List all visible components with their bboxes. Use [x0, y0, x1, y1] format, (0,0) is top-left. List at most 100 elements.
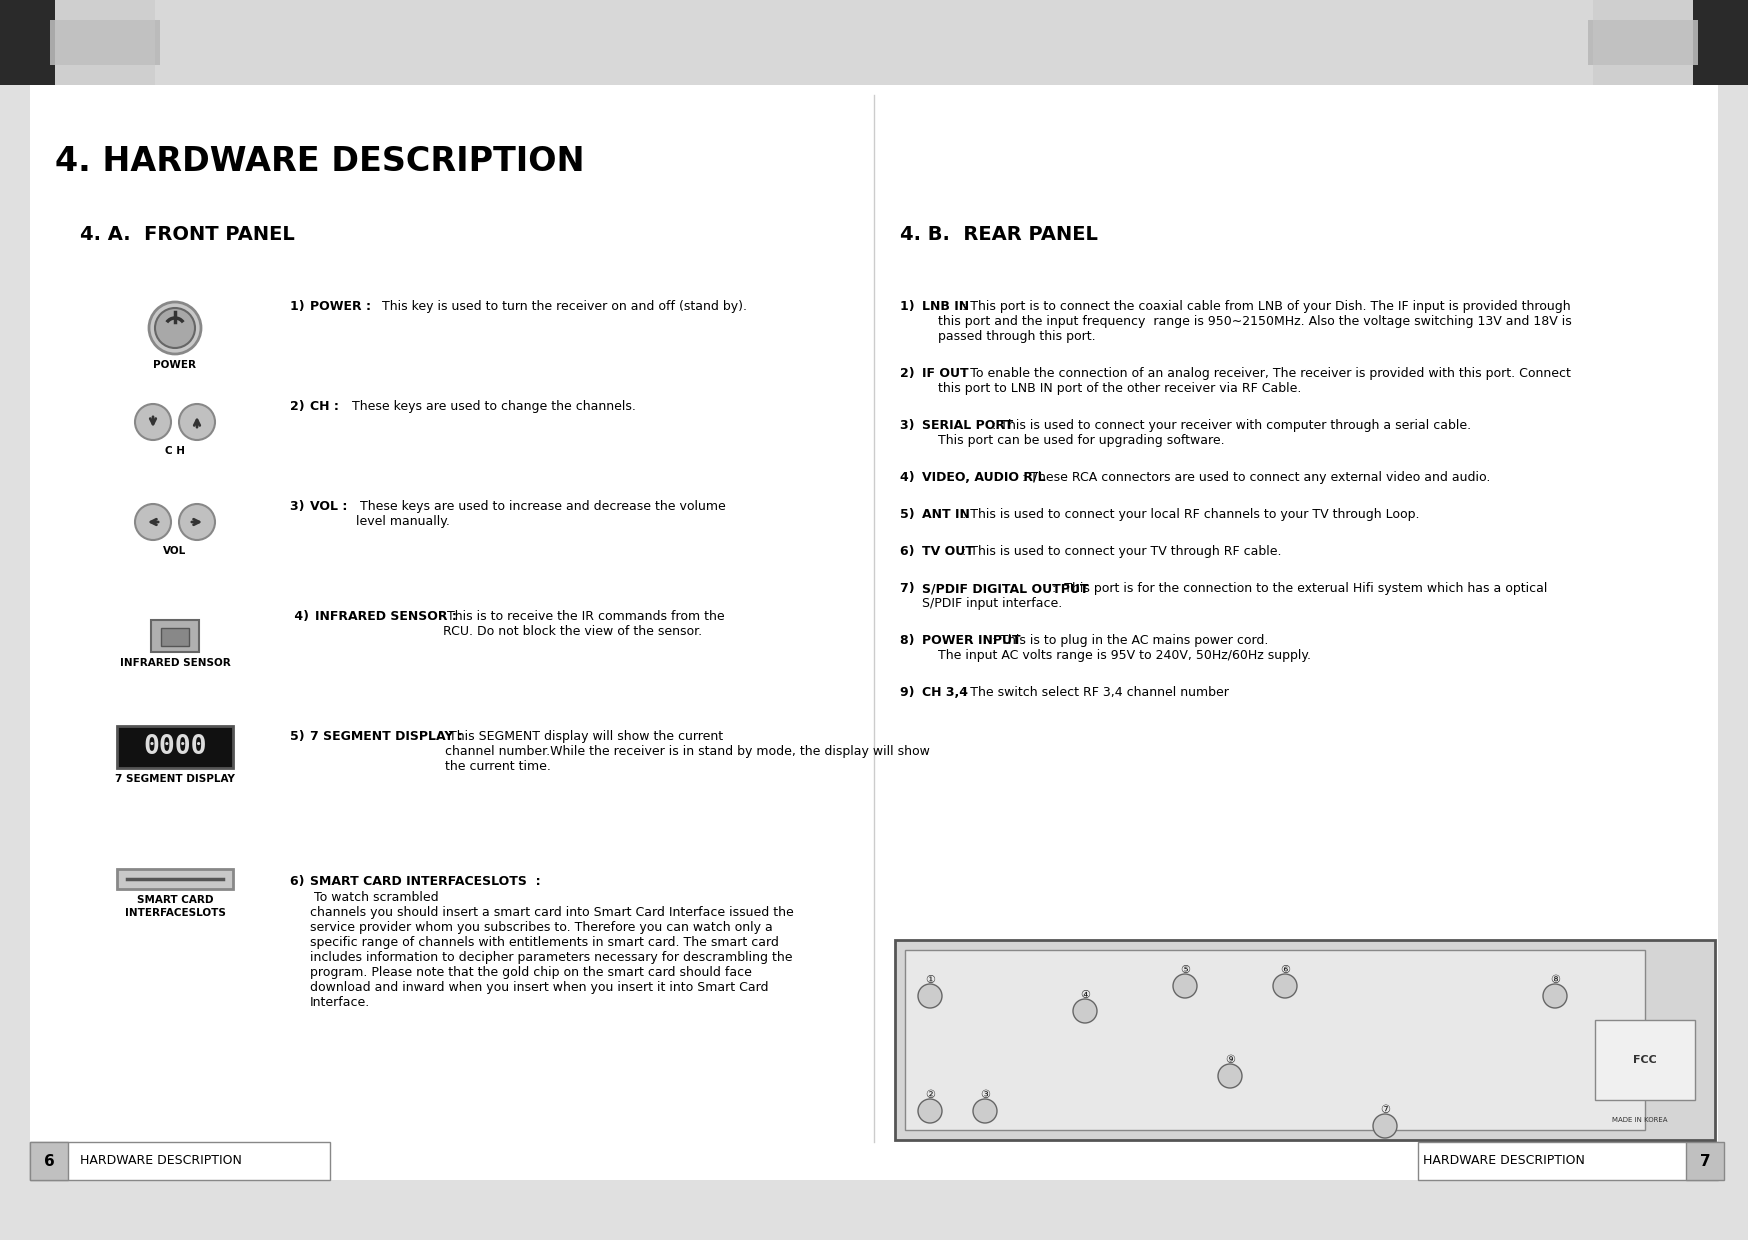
Text: HARDWARE DESCRIPTION: HARDWARE DESCRIPTION [1423, 1154, 1585, 1168]
Bar [1694, 0, 1748, 86]
Text: CH :: CH : [309, 401, 339, 413]
Text: This is to receive the IR commands from the
RCU. Do not block the view of the se: This is to receive the IR commands from … [442, 610, 725, 639]
Text: this port and the input frequency  range is 950∼2150MHz. Also the voltage switch: this port and the input frequency range … [921, 315, 1571, 329]
Text: 4): 4) [900, 471, 919, 484]
Circle shape [1273, 973, 1297, 998]
Bar [30, 86, 1718, 1180]
Text: 2): 2) [900, 367, 919, 379]
Bar [150, 620, 199, 652]
Text: CH 3,4: CH 3,4 [921, 686, 968, 699]
Text: 5): 5) [290, 730, 309, 743]
Text: TV OUT: TV OUT [921, 546, 974, 558]
Text: : This is to plug in the AC mains power cord.: : This is to plug in the AC mains power … [988, 634, 1269, 647]
Text: IF OUT: IF OUT [921, 367, 968, 379]
Bar [1418, 1142, 1718, 1180]
Text: FCC: FCC [1633, 1055, 1657, 1065]
Text: : To enable the connection of an analog receiver, The receiver is provided with : : To enable the connection of an analog … [958, 367, 1571, 379]
Circle shape [974, 1099, 996, 1123]
Text: :  This port is for the connection to the exterual Hifi system which has a optic: : This port is for the connection to the… [1049, 582, 1547, 595]
Text: 5): 5) [900, 508, 919, 521]
Text: SERIAL PORT: SERIAL PORT [921, 419, 1014, 432]
Text: 4): 4) [290, 610, 313, 622]
Text: 7 SEGMENT DISPLAY: 7 SEGMENT DISPLAY [115, 774, 234, 784]
Text: 9): 9) [900, 686, 919, 699]
Bar [0, 0, 54, 86]
Text: ②: ② [925, 1090, 935, 1100]
Bar [51, 20, 161, 64]
Text: VIDEO, AUDIO R/L: VIDEO, AUDIO R/L [921, 471, 1045, 484]
Text: ④: ④ [1080, 990, 1091, 999]
Text: SMART CARD INTERFACESLOTS  :: SMART CARD INTERFACESLOTS : [309, 875, 540, 888]
Text: The input AC volts range is 95V to 240V, 50Hz/60Hz supply.: The input AC volts range is 95V to 240V,… [921, 649, 1311, 662]
Text: 8): 8) [900, 634, 919, 647]
Text: passed through this port.: passed through this port. [921, 330, 1096, 343]
Text: POWER: POWER [154, 360, 196, 370]
Circle shape [1218, 1064, 1243, 1087]
Text: This port can be used for upgrading software.: This port can be used for upgrading soft… [921, 434, 1225, 446]
Text: 6: 6 [44, 1153, 54, 1168]
Circle shape [918, 985, 942, 1008]
Text: : The switch select RF 3,4 channel number: : The switch select RF 3,4 channel numbe… [958, 686, 1229, 699]
Text: C H: C H [164, 446, 185, 456]
Text: POWER INPUT: POWER INPUT [921, 634, 1021, 647]
Text: this port to LNB IN port of the other receiver via RF Cable.: this port to LNB IN port of the other re… [921, 382, 1301, 396]
Bar [1594, 1021, 1696, 1100]
Circle shape [156, 308, 196, 348]
Text: : This is used to connect your receiver with computer through a serial cable.: : This is used to connect your receiver … [988, 419, 1472, 432]
Text: S/PDIF DIGITAL OUTPUT: S/PDIF DIGITAL OUTPUT [921, 582, 1089, 595]
Text: This SEGMENT display will show the current
channel number.While the receiver is : This SEGMENT display will show the curre… [446, 730, 930, 773]
Text: 7: 7 [1699, 1153, 1710, 1168]
Text: These keys are used to change the channels.: These keys are used to change the channe… [348, 401, 636, 413]
Text: : These RCA connectors are used to connect any external video and audio.: : These RCA connectors are used to conne… [1017, 471, 1491, 484]
Text: : This is used to connect your TV through RF cable.: : This is used to connect your TV throug… [958, 546, 1281, 558]
Circle shape [149, 303, 201, 353]
Text: 3): 3) [900, 419, 919, 432]
Text: 7 SEGMENT DISPLAY :: 7 SEGMENT DISPLAY : [309, 730, 463, 743]
Circle shape [918, 1099, 942, 1123]
Bar [54, 0, 156, 86]
Text: 1): 1) [290, 300, 309, 312]
Text: VOL :: VOL : [309, 500, 348, 513]
Bar [161, 627, 189, 646]
Bar [117, 725, 232, 768]
Circle shape [135, 404, 171, 440]
Circle shape [178, 503, 215, 539]
Bar [1592, 0, 1694, 86]
Text: 4. HARDWARE DESCRIPTION: 4. HARDWARE DESCRIPTION [54, 145, 584, 179]
Text: 6): 6) [900, 546, 919, 558]
Text: 4. B.  REAR PANEL: 4. B. REAR PANEL [900, 224, 1098, 244]
Text: HARDWARE DESCRIPTION: HARDWARE DESCRIPTION [80, 1154, 241, 1168]
Circle shape [178, 404, 215, 440]
Text: ⑦: ⑦ [1379, 1105, 1390, 1115]
Text: 0000: 0000 [143, 734, 206, 760]
Text: VOL: VOL [163, 546, 187, 556]
Text: ⑧: ⑧ [1550, 975, 1559, 985]
Text: : This port is to connect the coaxial cable from LNB of your Dish. The IF input : : This port is to connect the coaxial ca… [958, 300, 1571, 312]
Bar [895, 940, 1715, 1140]
Text: To watch scrambled
channels you should insert a smart card into Smart Card Inter: To watch scrambled channels you should i… [309, 892, 794, 1009]
Text: 2): 2) [290, 401, 309, 413]
Text: ⑨: ⑨ [1225, 1055, 1236, 1065]
Text: ⑤: ⑤ [1180, 965, 1190, 975]
Bar [30, 1142, 68, 1180]
Text: ①: ① [925, 975, 935, 985]
Text: These keys are used to increase and decrease the volume
level manually.: These keys are used to increase and decr… [357, 500, 725, 528]
Text: MADE IN KOREA: MADE IN KOREA [1612, 1117, 1668, 1123]
Bar [1687, 1142, 1724, 1180]
Text: SMART CARD
INTERFACESLOTS: SMART CARD INTERFACESLOTS [124, 895, 225, 918]
Bar [905, 950, 1645, 1130]
Text: ③: ③ [981, 1090, 989, 1100]
Text: 1): 1) [900, 300, 919, 312]
Text: INFRARED SENSOR :: INFRARED SENSOR : [315, 610, 456, 622]
Text: This key is used to turn the receiver on and off (stand by).: This key is used to turn the receiver on… [378, 300, 746, 312]
Circle shape [1543, 985, 1566, 1008]
Text: POWER :: POWER : [309, 300, 371, 312]
Circle shape [135, 503, 171, 539]
Bar [1587, 20, 1697, 64]
Text: : This is used to connect your local RF channels to your TV through Loop.: : This is used to connect your local RF … [958, 508, 1419, 521]
Text: 4. A.  FRONT PANEL: 4. A. FRONT PANEL [80, 224, 295, 244]
Text: 7): 7) [900, 582, 919, 595]
Text: ⑥: ⑥ [1280, 965, 1290, 975]
Text: LNB IN: LNB IN [921, 300, 968, 312]
Circle shape [1372, 1114, 1397, 1138]
